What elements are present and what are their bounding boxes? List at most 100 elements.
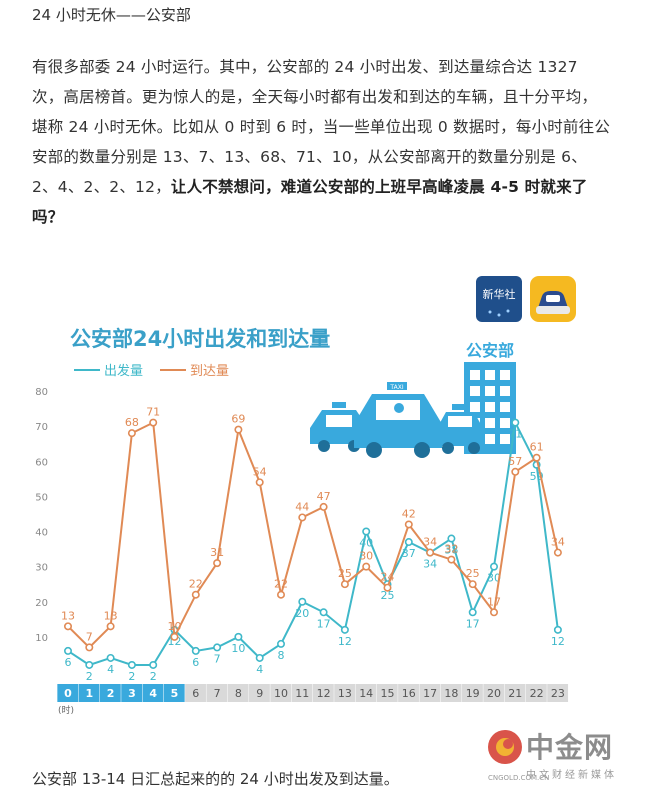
- y-tick-label: 60: [35, 457, 48, 468]
- x-tick-label: 10: [274, 687, 288, 700]
- x-tick-label: 16: [402, 687, 416, 700]
- data-point: [85, 660, 94, 669]
- data-label: 17: [317, 617, 331, 630]
- legend-arrival-label: 到达量: [190, 364, 229, 379]
- x-tick-label: 17: [423, 687, 437, 700]
- taxi-sign-label: TAXI: [389, 384, 403, 391]
- watermark: 中金网 中文财经新媒体 CNGOLD.COM.CN: [486, 724, 636, 790]
- x-tick-cell: [376, 684, 398, 702]
- data-point: [511, 418, 520, 427]
- series-arrival: 13 7 13 68 71 10 22 31 69 54 22 44 47 25 30 24 42 34 32 25 1…: [61, 406, 565, 652]
- paragraph-bold-question: 让人不禁想问，难道公安部的上班早高峰凌晨 4-5 时就来了吗？: [32, 178, 588, 226]
- data-point: [234, 425, 243, 434]
- taxi-app-icon: [530, 276, 576, 322]
- x-tick-label: 0: [64, 687, 72, 700]
- data-label: 32: [444, 543, 458, 556]
- data-label: 68: [125, 416, 139, 429]
- taxi-wheel: [414, 442, 430, 458]
- taxi-sign: [332, 402, 346, 408]
- paragraph-text: 有很多部委 24 小时运行。其中，公安部的 24 小时出发、到达量综合达 132…: [32, 58, 611, 196]
- data-point: [149, 660, 158, 669]
- taxi-sign: [452, 404, 466, 410]
- data-label: 12: [338, 635, 352, 648]
- data-label: 37: [402, 547, 416, 560]
- building-label: 公安部: [466, 341, 514, 360]
- xinhua-badge-bg: [476, 276, 522, 322]
- data-label: 25: [466, 567, 480, 580]
- data-label: 7: [86, 630, 93, 643]
- chart-figure: 公安部24小时出发和到达量 出发量 到达量 新华社 公安部: [32, 258, 614, 730]
- x-tick-label: 23: [551, 687, 565, 700]
- x-tick-cell: [270, 684, 292, 702]
- x-tick-cell: [206, 684, 228, 702]
- building-window: [500, 402, 510, 412]
- taxi-app-car-body: [536, 306, 570, 314]
- x-tick-label: 21: [508, 687, 522, 700]
- building-window: [500, 434, 510, 444]
- x-tick-cell: [483, 684, 505, 702]
- data-point: [298, 513, 307, 522]
- y-tick-label: 50: [35, 492, 48, 503]
- y-tick-label: 10: [35, 633, 48, 644]
- data-point: [298, 597, 307, 606]
- data-label: 25: [381, 589, 395, 602]
- data-point: [447, 555, 456, 564]
- x-tick-label: 9: [256, 687, 263, 700]
- data-label: 34: [551, 536, 565, 549]
- data-label: 69: [231, 413, 245, 426]
- watermark-logo-icon: [488, 730, 522, 764]
- x-axis-unit-label: (时): [58, 704, 74, 716]
- x-tick-cell: [142, 684, 164, 702]
- data-label: 38: [444, 544, 458, 557]
- data-point: [213, 643, 222, 652]
- data-label: 8: [278, 649, 285, 662]
- data-label: 4: [256, 663, 263, 676]
- building-window: [485, 434, 495, 444]
- data-point: [468, 580, 477, 589]
- x-tick-label: 14: [359, 687, 373, 700]
- y-tick-label: 70: [35, 422, 48, 433]
- data-point: [319, 502, 328, 511]
- data-point: [106, 653, 115, 662]
- data-point: [106, 622, 115, 631]
- building-window: [485, 370, 495, 380]
- data-label: 2: [128, 670, 135, 683]
- x-tick-label: 15: [381, 687, 395, 700]
- x-tick-cell: [99, 684, 121, 702]
- xinhua-dot: [506, 309, 510, 313]
- x-axis-hour-strip: 0 1 2 3 4 5 6 7 8 9 10 11 12 13 14 15 16 17 18 19 20 21 22 23: [57, 684, 569, 702]
- x-tick-label: 6: [192, 687, 199, 700]
- data-point: [340, 625, 349, 634]
- x-tick-cell: [185, 684, 206, 702]
- taxi-right: [436, 404, 484, 454]
- taxi-center: TAXI: [354, 382, 442, 458]
- taxi-wheel: [468, 442, 480, 454]
- data-label: 71: [146, 406, 160, 419]
- y-tick-label: 30: [35, 563, 48, 574]
- data-point: [170, 632, 179, 641]
- series-line: [67, 419, 559, 667]
- data-label: 25: [338, 567, 352, 580]
- series-line: [67, 421, 559, 649]
- data-point: [532, 453, 541, 462]
- data-point: [447, 534, 456, 543]
- x-tick-label: 19: [466, 687, 480, 700]
- data-label: 61: [530, 441, 544, 454]
- watermark-subtitle: 中文财经新媒体: [526, 770, 617, 781]
- data-point: [553, 625, 562, 634]
- data-label: 22: [189, 578, 203, 591]
- data-point: [489, 562, 498, 571]
- data-label: 24: [381, 571, 395, 584]
- x-tick-cell: [57, 684, 79, 702]
- data-label: 54: [253, 465, 267, 478]
- x-tick-cell: [227, 684, 249, 702]
- data-point: [404, 520, 413, 529]
- data-label: 13: [61, 609, 75, 622]
- data-point: [404, 538, 413, 547]
- data-point: [255, 478, 264, 487]
- data-point: [426, 548, 435, 557]
- xinhua-dot: [497, 313, 501, 317]
- figure-caption: 公安部 13-14 日汇总起来的的 24 小时出发及到达量。: [32, 770, 399, 788]
- data-point: [213, 559, 222, 568]
- data-label: 30: [487, 572, 501, 585]
